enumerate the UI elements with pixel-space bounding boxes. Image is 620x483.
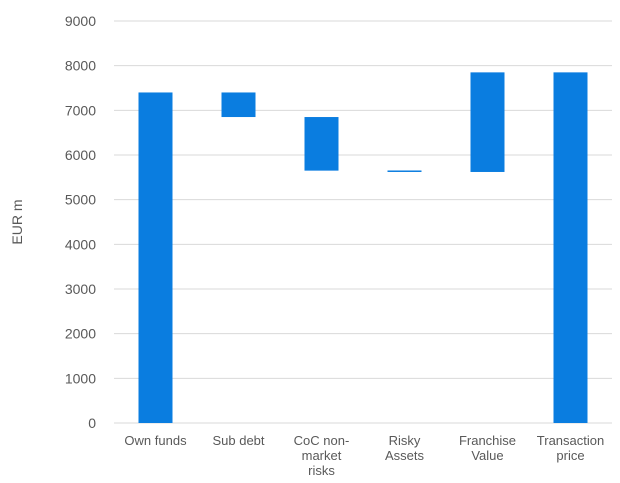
y-tick-label: 5000 [65, 192, 96, 208]
bar [470, 72, 505, 172]
y-tick-label: 8000 [65, 58, 96, 74]
y-axis-title: EUR m [9, 199, 25, 244]
y-tick-label: 7000 [65, 102, 96, 118]
y-tick-label: 9000 [65, 13, 96, 29]
y-tick-label: 1000 [65, 370, 96, 386]
bar [304, 117, 339, 171]
bar [221, 92, 256, 118]
bar [138, 92, 173, 423]
bars [138, 72, 588, 423]
category-label: Risky Assets [385, 433, 425, 463]
category-label: Transaction price [537, 433, 604, 463]
y-tick-label: 0 [88, 415, 96, 431]
y-tick-label: 4000 [65, 236, 96, 252]
y-tick-label: 2000 [65, 326, 96, 342]
category-label: Franchise Value [459, 433, 516, 463]
category-label: CoC non-market risks [294, 433, 350, 478]
y-tick-label: 3000 [65, 281, 96, 297]
category-labels: Own funds Sub debt CoC non-market risks Risk… [124, 433, 604, 478]
category-label: Own funds [124, 433, 187, 448]
gridlines [114, 20, 612, 424]
y-tick-labels: 0 1000 2000 3000 4000 5000 6000 7000 8000 9000 [65, 13, 96, 431]
bar [553, 72, 588, 423]
bar [387, 170, 422, 172]
y-tick-label: 6000 [65, 147, 96, 163]
category-label: Sub debt [212, 433, 264, 448]
